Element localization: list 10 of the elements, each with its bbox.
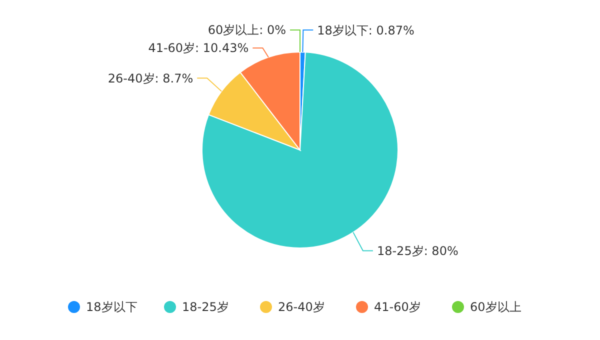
data-label: 18岁以下: 0.87% bbox=[317, 23, 414, 38]
legend-label: 18-25岁 bbox=[182, 300, 229, 314]
legend-label: 26-40岁 bbox=[278, 300, 325, 314]
text: 60岁以上: 0% bbox=[208, 23, 286, 38]
legend-label: 60岁以上 bbox=[470, 300, 522, 314]
legend-label: 18岁以下 bbox=[86, 300, 138, 314]
legend-label: 41-60岁 bbox=[374, 300, 421, 314]
data-label: 41-60岁: 10.43% bbox=[148, 41, 249, 56]
data-label: 18-25岁: 80% bbox=[376, 244, 458, 258]
data-label: 26-40岁: 8.7% bbox=[108, 71, 194, 86]
